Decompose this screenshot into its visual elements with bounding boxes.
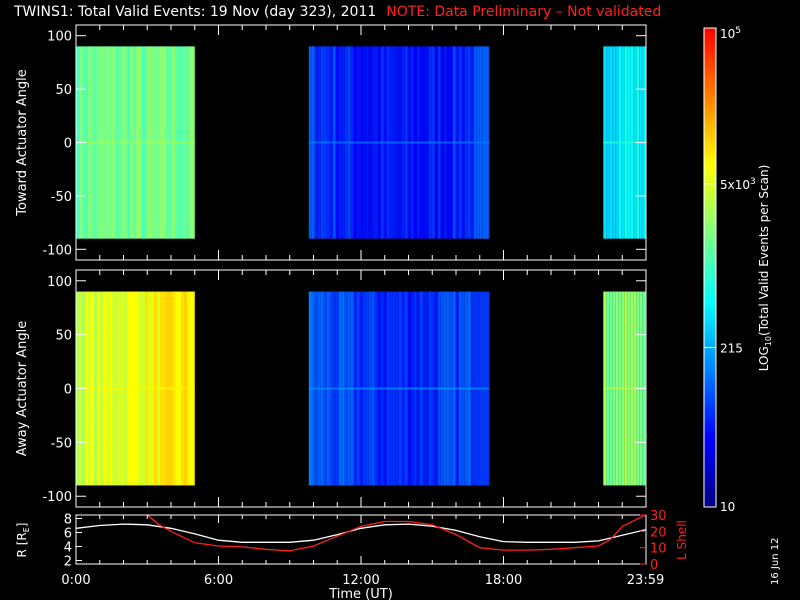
ylabel-toward: Toward Actuator Angle: [15, 69, 30, 216]
ylabel-away: Away Actuator Angle: [15, 321, 30, 456]
colorbar-label: LOG10(Total Valid Events per Scan): [757, 165, 773, 372]
note-text: NOTE: Data Preliminary – Not validated: [386, 4, 662, 20]
xtick-label: 12:00: [342, 573, 379, 588]
panel-toward: 100 50 0 -50 -100 Toward Actuator Angle: [15, 24, 647, 261]
data-block-away-0: [76, 291, 195, 486]
colorbar-gradient: [703, 27, 717, 508]
colorbar-tick-label: 215: [720, 341, 743, 355]
colorbar-tick-label: 10: [720, 500, 735, 514]
ytick-label: 0: [64, 383, 72, 398]
xtick-label: 0:00: [61, 573, 90, 588]
colorbar-tick-label: 105: [720, 26, 741, 41]
left-axis-label-main: R [R: [15, 532, 29, 557]
title-text: TWINS1: Total Valid Events: 19 Nov (day …: [14, 4, 377, 20]
data-block-toward-0: [76, 46, 195, 239]
data-block-away-1: [308, 291, 490, 486]
chart-title: TWINS1: Total Valid Events: 19 Nov (day …: [14, 4, 661, 20]
ytick-label: 100: [47, 30, 72, 45]
ytick-label: -50: [51, 436, 72, 451]
ytick-label: 50: [55, 83, 72, 98]
xtick-label: 18:00: [485, 573, 522, 588]
colorbar-label-rest: (Total Valid Events per Scan): [757, 165, 771, 336]
panel-away: 100 50 0 -50 -100 Away Actuator Angle: [15, 269, 647, 508]
right-tick-label: 30: [650, 509, 667, 524]
ytick-label: 50: [55, 329, 72, 344]
left-axis-label: R [RE]: [15, 523, 31, 558]
left-axis-label-end: ]: [15, 523, 29, 528]
ytick-label: 0: [64, 137, 72, 152]
xlabel: Time (UT): [328, 587, 393, 600]
colorbar-tick-label: 5x103: [720, 177, 756, 192]
colorbar-label-sub: 10: [764, 336, 773, 346]
left-tick-label: 4: [64, 541, 72, 556]
ytick-label: -100: [42, 243, 72, 258]
ytick-label: -50: [51, 190, 72, 205]
series-line-l-shell: [146, 515, 646, 552]
ytick-label: -100: [42, 490, 72, 505]
right-tick-label: 0: [650, 558, 658, 573]
left-tick-label: 2: [64, 555, 72, 570]
colorbar-label-main: LOG: [757, 346, 771, 371]
xtick-label: 23:59: [627, 573, 664, 588]
right-tick-label: 20: [650, 525, 667, 540]
data-block-toward-1: [308, 46, 490, 239]
left-tick-label: 6: [64, 527, 72, 542]
left-tick-label: 8: [64, 513, 72, 528]
ytick-label: 100: [47, 275, 72, 290]
right-axis-label: L Shell: [675, 520, 689, 560]
xtick-label: 6:00: [204, 573, 233, 588]
left-axis-label-sub: E: [22, 527, 31, 532]
right-tick-label: 10: [650, 542, 667, 557]
series-line-r: [76, 523, 646, 543]
date-stamp: 16 Jun 12: [770, 537, 781, 585]
